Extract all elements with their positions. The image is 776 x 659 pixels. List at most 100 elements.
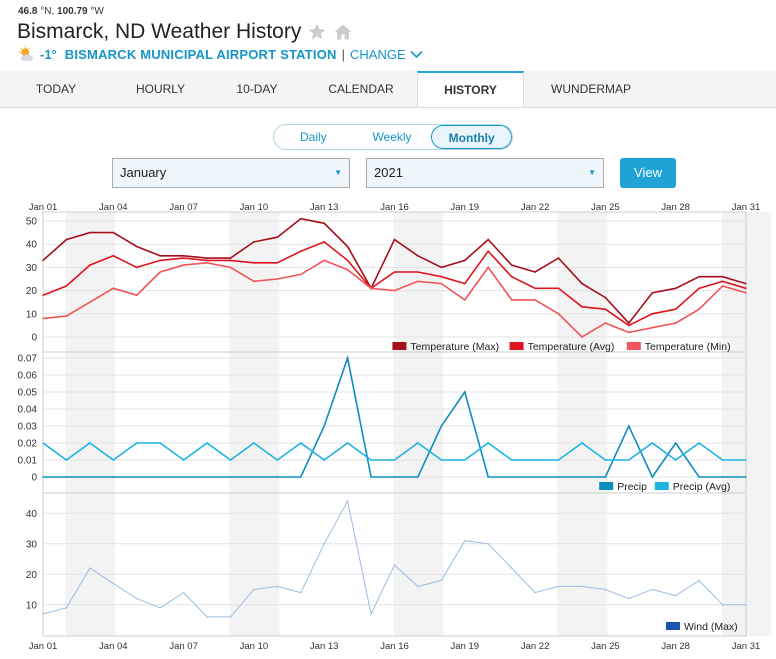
data-point xyxy=(346,245,349,248)
y-tick-label: 0.04 xyxy=(18,405,38,416)
data-point xyxy=(370,287,372,290)
data-point xyxy=(65,238,68,241)
data-point xyxy=(112,582,115,585)
data-point xyxy=(674,287,677,290)
data-point xyxy=(651,476,654,478)
y-tick-label: 10 xyxy=(26,309,38,320)
data-point xyxy=(698,308,701,311)
data-point xyxy=(253,280,255,283)
data-point xyxy=(604,296,607,299)
data-point xyxy=(299,250,302,253)
data-point xyxy=(229,616,232,618)
data-point xyxy=(698,442,701,444)
data-point xyxy=(88,264,91,266)
view-button[interactable]: View xyxy=(620,158,676,188)
tab-hourly[interactable]: HOURLY xyxy=(135,82,186,96)
data-point xyxy=(42,442,44,444)
data-point xyxy=(627,331,630,334)
data-point xyxy=(276,261,279,264)
data-point xyxy=(627,459,630,461)
y-tick-label: 0.05 xyxy=(18,388,38,399)
shade-band xyxy=(557,352,608,493)
data-point xyxy=(674,442,677,444)
data-point xyxy=(604,322,607,324)
weekly-toggle[interactable]: Weekly xyxy=(372,130,412,144)
change-station-button[interactable]: CHANGE xyxy=(350,47,423,62)
data-point xyxy=(182,264,185,266)
daily-toggle[interactable]: Daily xyxy=(300,130,327,144)
data-point xyxy=(440,282,443,285)
data-point xyxy=(112,231,115,234)
data-point xyxy=(135,597,138,600)
home-icon[interactable] xyxy=(333,22,353,42)
y-tick-label: 20 xyxy=(26,286,38,297)
data-point xyxy=(370,613,372,615)
data-point xyxy=(651,326,654,329)
y-tick-label: 40 xyxy=(26,509,38,520)
data-point xyxy=(721,459,724,461)
legend-label: Precip (Avg) xyxy=(673,481,731,493)
data-point xyxy=(346,442,349,444)
data-point xyxy=(417,280,419,283)
tab-history[interactable]: HISTORY xyxy=(417,71,524,107)
data-point xyxy=(299,591,302,594)
station-link[interactable]: BISMARCK MUNICIPAL AIRPORT STATION xyxy=(64,46,337,62)
data-point xyxy=(440,266,443,269)
data-point xyxy=(229,476,232,478)
data-point xyxy=(182,476,185,478)
star-icon[interactable] xyxy=(307,22,327,42)
separator: | xyxy=(341,46,346,62)
x-tick-label-top: Jan 22 xyxy=(521,202,550,213)
data-point xyxy=(393,476,396,478)
y-tick-label: 30 xyxy=(26,263,38,274)
data-point xyxy=(581,282,583,285)
x-tick-label-top: Jan 31 xyxy=(732,202,761,213)
data-point xyxy=(135,245,138,248)
tab-calendar[interactable]: CALENDAR xyxy=(328,82,394,96)
chart-panel-3: 10 20 30 40 xyxy=(26,492,772,637)
shade-band xyxy=(557,493,608,636)
data-point xyxy=(721,476,724,478)
data-point xyxy=(206,261,208,264)
data-point xyxy=(487,266,490,269)
data-point xyxy=(370,476,372,478)
data-point xyxy=(135,294,138,297)
month-select[interactable]: January ▼ xyxy=(112,158,350,188)
data-point xyxy=(510,298,513,301)
data-point xyxy=(674,308,677,311)
data-point xyxy=(323,459,326,461)
data-point xyxy=(182,459,185,461)
tab-wundermap[interactable]: WUNDERMAP xyxy=(551,82,631,96)
data-point xyxy=(674,459,677,461)
monthly-toggle[interactable]: Monthly xyxy=(431,125,512,149)
shade-band xyxy=(229,493,280,636)
data-point xyxy=(698,476,701,478)
data-point xyxy=(510,459,513,461)
data-point xyxy=(721,280,724,283)
x-tick-label-bottom: Jan 10 xyxy=(240,641,269,652)
longitude-unit: °W xyxy=(90,6,104,17)
data-point xyxy=(721,275,724,278)
data-point xyxy=(557,257,560,260)
data-point xyxy=(88,231,91,234)
data-point xyxy=(745,287,747,290)
x-tick-label-bottom: Jan 22 xyxy=(521,641,550,652)
shade-band xyxy=(229,352,280,493)
page-title: Bismarck, ND Weather History xyxy=(17,20,302,43)
data-point xyxy=(534,271,536,273)
x-tick-label-top: Jan 19 xyxy=(451,202,480,213)
year-select[interactable]: 2021 ▼ xyxy=(366,158,604,188)
coordinates: 46.8 °N, 100.79 °W xyxy=(18,6,104,17)
data-point xyxy=(159,254,162,257)
data-point xyxy=(534,298,536,301)
data-point xyxy=(65,606,68,609)
data-point xyxy=(370,459,372,461)
legend-label: Temperature (Avg) xyxy=(528,341,615,353)
tab-10-day[interactable]: 10-DAY xyxy=(236,82,278,96)
data-point xyxy=(581,305,583,308)
data-point xyxy=(417,442,419,444)
data-point xyxy=(299,273,302,276)
data-point xyxy=(206,257,208,260)
tab-today[interactable]: TODAY xyxy=(35,82,77,96)
data-point xyxy=(276,476,279,478)
